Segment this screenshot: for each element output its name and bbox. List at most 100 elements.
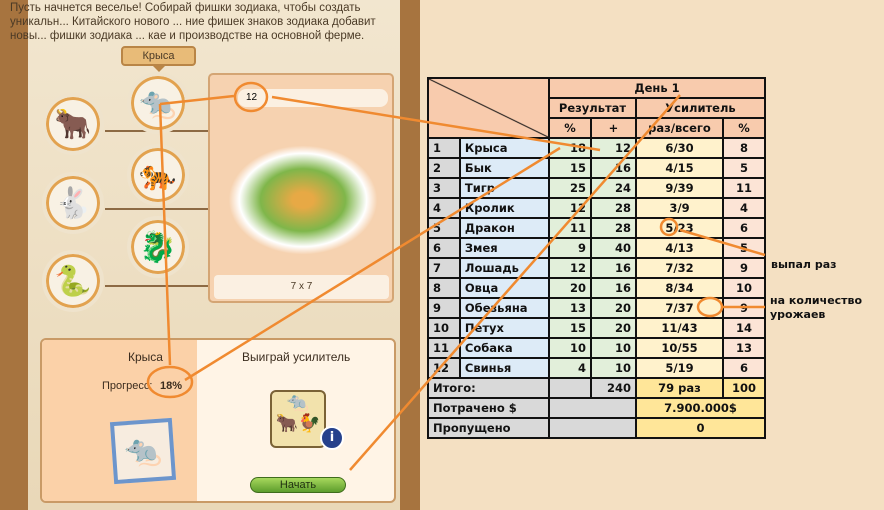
animal-name: Обезьяна: [458, 297, 551, 319]
missed-value: 0: [635, 417, 766, 439]
row-number: 7: [427, 257, 461, 279]
annotation-harvests-2: урожаев: [770, 308, 826, 321]
result-pct: 4: [548, 357, 592, 379]
animal-name: Собака: [458, 337, 551, 359]
booster-times: 10/55: [635, 337, 724, 359]
booster-pct: 9: [722, 297, 766, 319]
info-icon[interactable]: i: [320, 426, 344, 450]
result-plus: 28: [590, 217, 637, 239]
booster-pct: 9: [722, 257, 766, 279]
result-plus: 16: [590, 157, 637, 179]
result-pct: 13: [548, 297, 592, 319]
dragon-icon[interactable]: 🐉: [127, 216, 189, 278]
booster-pct: 6: [722, 217, 766, 239]
tab-rat-label[interactable]: Крыса: [128, 350, 163, 364]
row-number: 5: [427, 217, 461, 239]
booster-times: 4/13: [635, 237, 724, 259]
booster-pct: 5: [722, 157, 766, 179]
row-number: 12: [427, 357, 461, 379]
row-number: 8: [427, 277, 461, 299]
row-number: 3: [427, 177, 461, 199]
result-plus: 12: [590, 137, 637, 159]
result-pct: 12: [548, 257, 592, 279]
progress-value: 18%: [160, 380, 183, 392]
table-row: 12 Свинья 4 10 5/19 6: [427, 357, 766, 379]
result-header: Результат: [548, 97, 637, 119]
booster-times: 3/9: [635, 197, 724, 219]
animal-name: Крыса: [458, 137, 551, 159]
table-row: 1 Крыса 18 12 6/30 8: [427, 137, 766, 159]
booster-times: 6/30: [635, 137, 724, 159]
result-pct: 9: [548, 237, 592, 259]
stats-table: День 1 Результат Усилитель % + раз/всего…: [427, 77, 766, 439]
result-plus: 20: [590, 317, 637, 339]
day-header: День 1: [548, 77, 766, 99]
empty-cell: [548, 397, 637, 419]
tooltip: Крыса: [121, 46, 196, 72]
row-number: 1: [427, 137, 461, 159]
progress-label: Прогресс:: [102, 380, 153, 392]
animal-name: Петух: [458, 317, 551, 339]
tab-win-booster[interactable]: Выиграй усилитель: [242, 350, 351, 364]
booster-times: 7/32: [635, 257, 724, 279]
row-number: 11: [427, 337, 461, 359]
animal-name: Тигр: [458, 177, 551, 199]
booster-pct: 5: [722, 237, 766, 259]
result-plus: 20: [590, 297, 637, 319]
annotation-dropped: выпал раз: [771, 258, 837, 271]
booster-pct: 8: [722, 137, 766, 159]
annotation-harvests: на количество: [770, 294, 863, 307]
tiger-icon[interactable]: 🐅: [127, 144, 189, 206]
booster-times: 11/43: [635, 317, 724, 339]
booster-pct: 6: [722, 357, 766, 379]
intro-text: Пусть начнется веселье! Собирай фишки зо…: [10, 2, 376, 42]
booster-pct: 10: [722, 277, 766, 299]
table-row: 4 Кролик 12 28 3/9 4: [427, 197, 766, 219]
spent-value: 7.900.000$: [635, 397, 766, 419]
col-header: раз/всего: [635, 117, 724, 139]
booster-pct: 4: [722, 197, 766, 219]
booster-times: 5/23: [635, 217, 724, 239]
booster-header: Усилитель: [635, 97, 766, 119]
result-pct: 25: [548, 177, 592, 199]
row-number: 10: [427, 317, 461, 339]
snake-icon[interactable]: 🐍: [42, 250, 104, 312]
row-number: 4: [427, 197, 461, 219]
table-row: 5 Дракон 11 28 5/23 6: [427, 217, 766, 239]
booster-times: 8/34: [635, 277, 724, 299]
corner-cell: [427, 77, 550, 139]
result-pct: 15: [548, 317, 592, 339]
result-pct: 11: [548, 217, 592, 239]
animal-name: Лошадь: [458, 257, 551, 279]
table-row: 7 Лошадь 12 16 7/32 9: [427, 257, 766, 279]
divider: [105, 208, 210, 210]
result-pct: 20: [548, 277, 592, 299]
spent-label: Потрачено $: [427, 397, 550, 419]
empty-cell: [548, 417, 637, 439]
chip-count: 12: [238, 89, 388, 107]
result-pct: 15: [548, 157, 592, 179]
booster-times: 7/37: [635, 297, 724, 319]
booster-dice-icon: 🐀 🐂🐓: [270, 390, 326, 448]
col-header: %: [548, 117, 592, 139]
animal-name: Свинья: [458, 357, 551, 379]
rat-icon[interactable]: 🐀: [127, 72, 189, 134]
result-plus: 10: [590, 357, 637, 379]
total-label: Итого:: [427, 377, 550, 399]
reward-card: 12 7 x 7: [208, 73, 394, 303]
table-row: 11 Собака 10 10 10/55 13: [427, 337, 766, 359]
table-row: 10 Петух 15 20 11/43 14: [427, 317, 766, 339]
missed-label: Пропущено: [427, 417, 550, 439]
booster-times: 5/19: [635, 357, 724, 379]
decoration-image: [228, 145, 378, 255]
result-plus: 28: [590, 197, 637, 219]
ox-icon[interactable]: 🐂: [42, 93, 104, 155]
rabbit-icon[interactable]: 🐇: [42, 172, 104, 234]
empty-cell: [548, 377, 592, 399]
start-button[interactable]: Начать: [250, 477, 346, 493]
animal-name: Дракон: [458, 217, 551, 239]
game-window: Пусть начнется веселье! Собирай фишки зо…: [0, 0, 420, 510]
size-label: 7 x 7: [214, 275, 389, 299]
result-plus: 16: [590, 257, 637, 279]
table-row: 6 Змея 9 40 4/13 5: [427, 237, 766, 259]
